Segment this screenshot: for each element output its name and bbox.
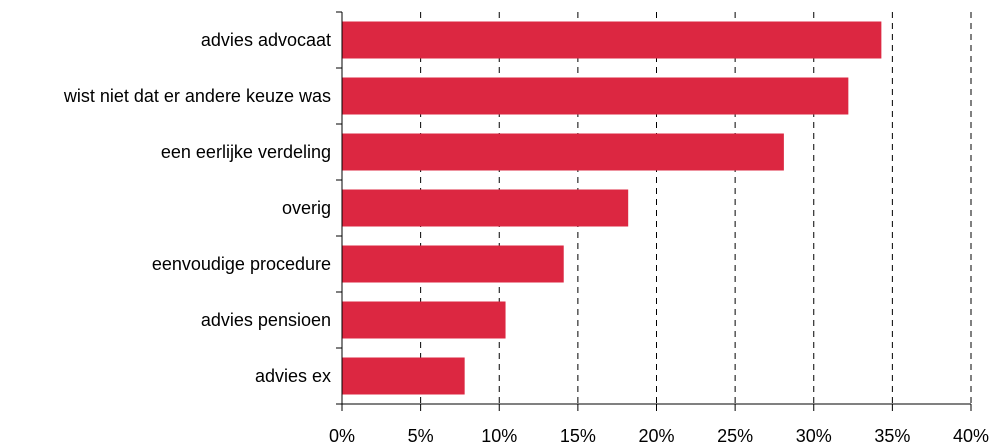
x-tick-label: 15% — [560, 426, 596, 443]
category-label: eenvoudige procedure — [152, 254, 331, 274]
category-label: overig — [282, 198, 331, 218]
bar — [342, 22, 881, 59]
category-label: advies advocaat — [201, 30, 331, 50]
bar — [342, 302, 506, 339]
category-label: een eerlijke verdeling — [161, 142, 331, 162]
category-label: advies pensioen — [201, 310, 331, 330]
category-label: wist niet dat er andere keuze was — [63, 86, 331, 106]
x-tick-label: 0% — [329, 426, 355, 443]
bar — [342, 134, 784, 171]
x-tick-label: 5% — [408, 426, 434, 443]
bar — [342, 190, 628, 227]
x-tick-label: 10% — [481, 426, 517, 443]
x-tick-label: 25% — [717, 426, 753, 443]
bars — [342, 22, 881, 395]
x-tick-label: 35% — [874, 426, 910, 443]
category-label: advies ex — [255, 366, 331, 386]
bar — [342, 246, 564, 283]
bar — [342, 358, 465, 395]
bar — [342, 78, 848, 115]
x-tick-label: 30% — [796, 426, 832, 443]
x-tick-label: 20% — [638, 426, 674, 443]
x-tick-label: 40% — [953, 426, 989, 443]
